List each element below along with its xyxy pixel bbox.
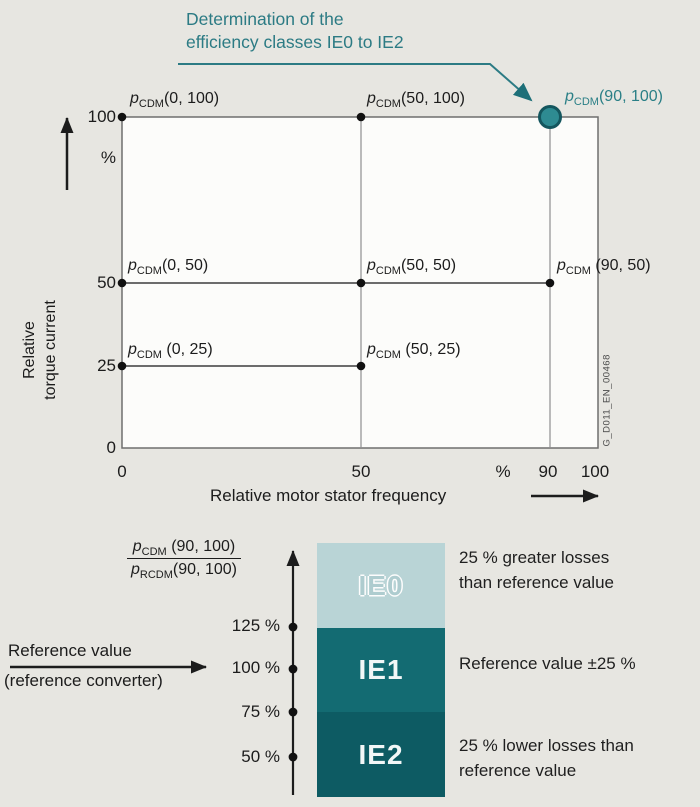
- figure-id-watermark: G_D011_EN_00468: [601, 354, 613, 447]
- scale-tick-75: 75 %: [241, 702, 280, 721]
- ie0-block: IE0: [317, 543, 445, 628]
- scale-tick-50: 50 %: [241, 747, 280, 766]
- x-axis-unit: %: [495, 462, 511, 481]
- y-axis-title-line1: Relative: [21, 321, 38, 379]
- y-tick-100: 100: [87, 107, 116, 126]
- y-tick-25: 25: [97, 356, 116, 375]
- x-axis-title: Relative motor stator frequency: [210, 486, 447, 505]
- annotation-line1: Determination of the: [186, 9, 344, 29]
- scale-tick-dots: [288, 622, 298, 762]
- scale-tick-125: 125 %: [231, 616, 280, 635]
- ie0-description: 25 % greater losses than reference value: [459, 548, 614, 592]
- reference-converter-label: (reference converter): [4, 671, 163, 690]
- y-axis-title: Relative torque current: [19, 245, 61, 455]
- x-tick-50: 50: [351, 462, 371, 481]
- reference-value-label: Reference value: [8, 641, 132, 660]
- point-label-90-50: pCDM (90, 50): [557, 257, 651, 278]
- ie2-block: IE2: [317, 712, 445, 797]
- annotation-title: Determination of the efficiency classes …: [186, 8, 404, 54]
- x-tick-90: 90: [538, 462, 558, 481]
- point-label-0-50: pCDM(0, 50): [128, 257, 209, 278]
- x-tick-0: 0: [117, 462, 127, 481]
- ie2-description: 25 % lower losses than reference value: [459, 736, 634, 780]
- ie1-description: Reference value ±25 %: [459, 654, 636, 673]
- point-label-50-25: pCDM (50, 25): [367, 341, 461, 362]
- point-label-0-100: pCDM(0, 100): [130, 90, 220, 111]
- ie1-block: IE1: [317, 628, 445, 712]
- ie2-label: IE2: [358, 738, 404, 770]
- formula-denominator: pRCDM(90, 100): [131, 561, 237, 582]
- y-tick-50: 50: [97, 273, 116, 292]
- scale-tick-100: 100 %: [231, 658, 280, 677]
- annotation-leader-arrow-icon: [178, 63, 533, 102]
- measurement-dots: [117, 112, 555, 371]
- y-axis-title-line2: torque current: [42, 300, 59, 400]
- highlight-dot: [538, 105, 562, 129]
- ie0-label: IE0: [358, 569, 404, 601]
- point-label-50-50: pCDM(50, 50): [367, 257, 457, 278]
- point-label-50-100: pCDM(50, 100): [367, 90, 466, 111]
- formula-numerator: pCDM (90, 100): [126, 538, 242, 559]
- annotation-line2: efficiency classes IE0 to IE2: [186, 32, 404, 52]
- loss-ratio-formula: pCDM (90, 100) pRCDM(90, 100): [98, 538, 270, 582]
- y-axis-unit: %: [100, 148, 116, 167]
- y-tick-0: 0: [106, 438, 116, 457]
- ie1-label: IE1: [358, 654, 404, 685]
- point-label-0-25: pCDM (0, 25): [128, 341, 213, 362]
- point-label-90-100: pCDM(90, 100): [565, 88, 664, 109]
- x-tick-100: 100: [580, 462, 610, 481]
